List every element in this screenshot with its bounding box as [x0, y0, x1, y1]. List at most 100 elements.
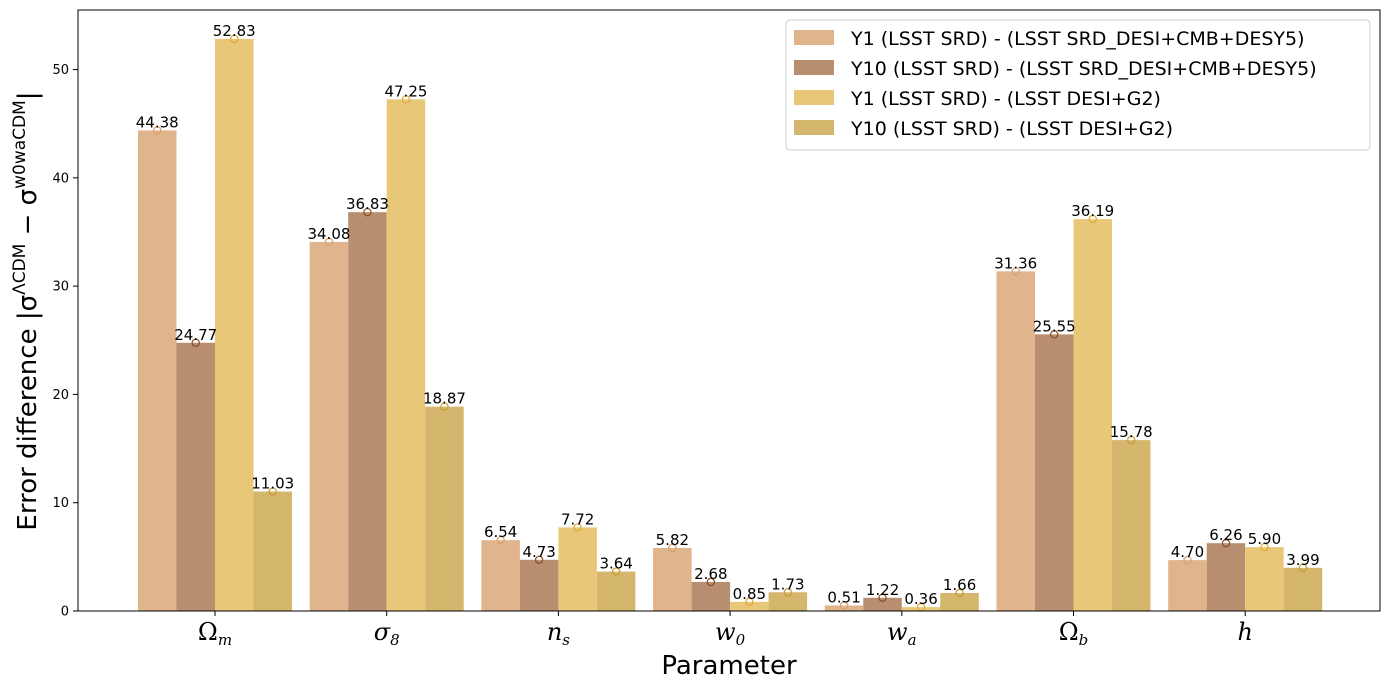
data-label: 15.78	[1110, 423, 1153, 441]
data-label: 1.73	[771, 575, 804, 593]
bar	[768, 592, 808, 611]
data-label: 3.64	[599, 555, 632, 573]
bar	[386, 99, 426, 612]
bar-marker	[1298, 563, 1308, 572]
x-tick-label: h	[1237, 618, 1252, 646]
data-label: 44.38	[136, 113, 179, 131]
legend-swatch	[794, 60, 834, 75]
y-tick-label: 10	[52, 496, 69, 511]
bar	[253, 491, 292, 611]
bar-marker	[1050, 330, 1059, 339]
data-label: 1.22	[866, 581, 899, 599]
legend-box	[785, 19, 1371, 151]
bar-marker	[1221, 539, 1231, 548]
plot-frame	[77, 9, 1381, 612]
bar	[1112, 440, 1151, 611]
data-label: 24.77	[174, 326, 217, 344]
bar-marker	[363, 207, 372, 217]
x-tick-label: Ωb	[1059, 618, 1089, 649]
bar	[481, 540, 520, 611]
bar	[1073, 219, 1112, 612]
bar-marker	[955, 588, 964, 598]
bar-marker	[783, 588, 793, 597]
bar-marker	[496, 535, 505, 545]
data-label: 31.36	[994, 254, 1037, 272]
bars-layer	[138, 38, 1323, 612]
bar-marker	[1183, 555, 1192, 565]
bar-marker	[1127, 435, 1136, 445]
data-label: 36.19	[1071, 202, 1114, 220]
bar	[138, 130, 177, 612]
data-label: 11.03	[251, 475, 294, 493]
legend-swatch	[794, 30, 834, 45]
legend-swatch	[794, 120, 834, 135]
legend-label: Y1 (LSST SRD) - (LSST DESI+G2)	[850, 88, 1161, 110]
bar	[901, 607, 941, 611]
data-label: 25.55	[1033, 317, 1076, 335]
x-tick-label: w0	[715, 618, 746, 649]
x-tick-label: σ8	[374, 618, 400, 649]
y-axis-ticks: 0 10 20 30 40 50	[52, 63, 78, 620]
data-label: 1.66	[943, 576, 976, 594]
data-label: 0.85	[733, 585, 766, 603]
bar	[1206, 543, 1246, 611]
bar	[653, 547, 692, 611]
data-label: 0.51	[827, 588, 860, 606]
bar-marker	[1088, 214, 1097, 224]
data-label: 0.36	[904, 590, 937, 608]
x-axis-title: Parameter	[661, 651, 797, 681]
legend-label: Y10 (LSST SRD) - (LSST SRD_DESI+CMB+DESY…	[850, 58, 1317, 80]
data-label: 4.70	[1171, 543, 1204, 561]
x-axis-ticks: Ωm σ8 ns w0 wa Ωb h	[198, 611, 1253, 649]
bar	[1168, 560, 1207, 611]
x-tick-label: ns	[547, 618, 570, 649]
bar-marker	[1011, 267, 1020, 276]
bar-marker	[268, 487, 277, 496]
data-label: 6.54	[484, 523, 517, 541]
y-axis-title: Error difference |σΛCDM − σw0waCDM|	[10, 91, 43, 530]
data-label: 5.82	[656, 531, 689, 549]
bar-marker	[745, 597, 754, 606]
legend-swatch	[794, 90, 834, 105]
data-label: 3.99	[1286, 551, 1319, 569]
bar-marker	[706, 577, 716, 587]
data-label: 5.90	[1248, 530, 1281, 548]
x-tick-label: Ωm	[198, 618, 232, 649]
bar-marker	[401, 95, 411, 104]
bar-marker	[534, 555, 544, 564]
bar	[1245, 547, 1284, 611]
data-label: 36.83	[346, 195, 389, 213]
bar	[596, 571, 636, 611]
bar	[215, 38, 254, 612]
data-label: 18.87	[423, 390, 466, 408]
bar	[730, 601, 769, 611]
y-tick-label: 0	[61, 605, 69, 620]
bar	[1283, 567, 1323, 611]
legend-label: Y10 (LSST SRD) - (LSST DESI+G2)	[850, 118, 1173, 140]
legend: Y1 (LSST SRD) - (LSST SRD_DESI+CMB+DESY5…	[785, 19, 1371, 151]
bar	[348, 212, 387, 611]
data-label: 34.08	[307, 225, 350, 243]
markers-layer	[153, 34, 1308, 612]
bar-marker	[573, 523, 582, 532]
y-tick-label: 50	[52, 63, 69, 78]
bar	[425, 406, 464, 611]
bar	[176, 342, 215, 611]
bar-marker	[153, 126, 162, 135]
bar	[824, 605, 864, 611]
bar-marker	[839, 601, 849, 610]
x-tick-label: wa	[887, 618, 917, 649]
bar-marker	[324, 237, 334, 247]
bar	[309, 241, 349, 612]
data-label: 4.73	[522, 543, 555, 561]
y-tick-label: 20	[52, 388, 69, 403]
bar	[558, 527, 597, 611]
bar	[863, 597, 902, 611]
bar	[691, 581, 731, 611]
bar	[1035, 334, 1074, 611]
bar-marker	[191, 338, 200, 347]
y-tick-label: 30	[52, 280, 69, 295]
bar-marker	[611, 567, 621, 576]
bar	[519, 559, 559, 611]
